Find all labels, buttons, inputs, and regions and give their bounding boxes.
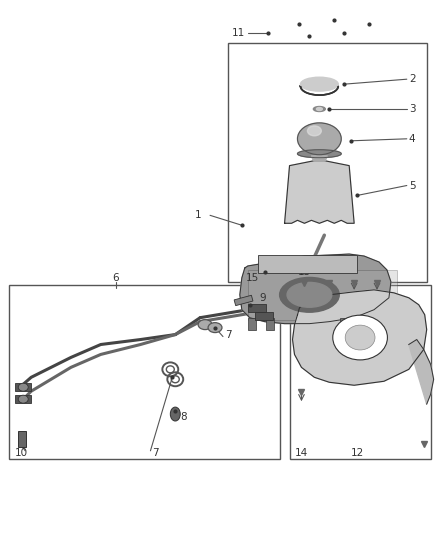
Ellipse shape [198, 320, 212, 329]
Bar [18, 431, 26, 447]
Text: 14: 14 [295, 448, 308, 458]
Ellipse shape [208, 322, 222, 333]
Bar [340, 318, 348, 329]
Ellipse shape [307, 126, 321, 136]
Bar [258, 255, 357, 273]
Text: 15: 15 [246, 273, 259, 283]
Bar [248, 304, 266, 312]
Ellipse shape [300, 77, 338, 91]
Polygon shape [409, 340, 434, 404]
Ellipse shape [18, 383, 28, 391]
Bar [15, 383, 31, 391]
Text: 10: 10 [15, 448, 28, 458]
Text: 1: 1 [195, 211, 202, 220]
Polygon shape [311, 156, 327, 160]
Bar [266, 318, 274, 329]
Text: 7: 7 [152, 448, 159, 458]
Bar [228, 43, 427, 282]
Text: 8: 8 [180, 412, 187, 422]
Bar [255, 312, 273, 320]
Text: 5: 5 [409, 181, 415, 190]
Text: 2: 2 [409, 74, 415, 84]
Polygon shape [293, 290, 427, 385]
Ellipse shape [279, 278, 339, 312]
Text: 6: 6 [113, 273, 119, 283]
Ellipse shape [314, 107, 325, 111]
Bar [290, 285, 431, 459]
Bar [9, 285, 279, 459]
Text: 7: 7 [225, 329, 232, 340]
Text: 12: 12 [350, 448, 364, 458]
Bar [234, 295, 253, 305]
Ellipse shape [170, 407, 180, 421]
Ellipse shape [297, 150, 341, 158]
Text: 11: 11 [232, 28, 245, 38]
Ellipse shape [297, 123, 341, 155]
Polygon shape [285, 160, 354, 223]
Bar [248, 318, 256, 329]
Text: 3: 3 [409, 104, 415, 114]
Polygon shape [240, 254, 391, 324]
Bar [248, 270, 397, 320]
Bar [363, 318, 371, 329]
Ellipse shape [345, 325, 375, 350]
Bar [15, 395, 31, 403]
Text: 4: 4 [409, 134, 415, 144]
Text: 13: 13 [298, 267, 311, 277]
Ellipse shape [18, 395, 28, 403]
Text: 9: 9 [260, 293, 266, 303]
Ellipse shape [287, 282, 332, 307]
Ellipse shape [316, 108, 322, 110]
Ellipse shape [333, 315, 388, 360]
